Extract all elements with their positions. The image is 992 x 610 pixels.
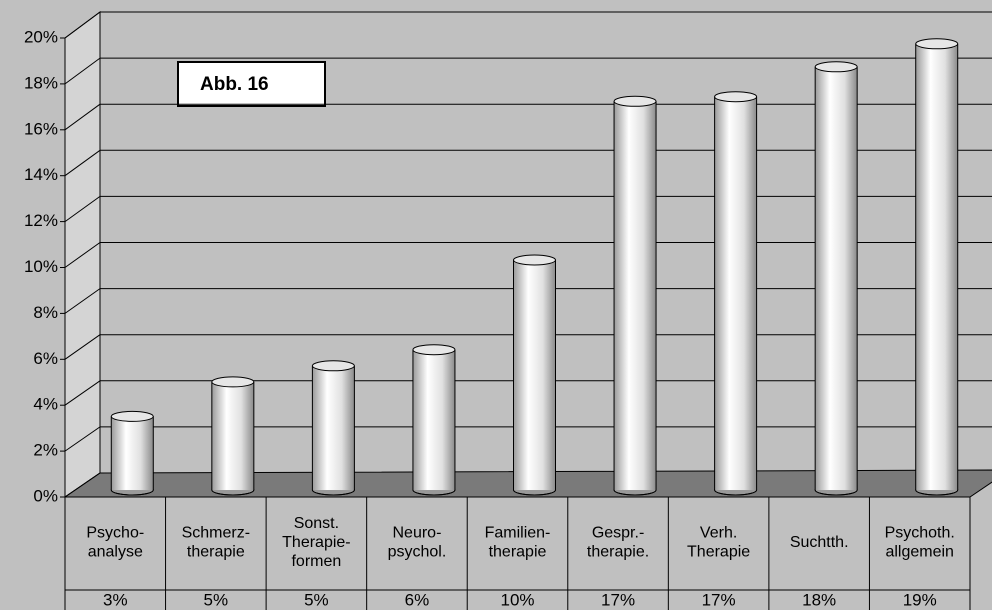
bar [815, 66, 858, 491]
bar-outline [110, 416, 154, 496]
bar-top [513, 254, 556, 266]
bar-outline [311, 365, 355, 496]
bar [211, 381, 254, 490]
bar-top [814, 61, 858, 73]
x-tick-label: psychol. [388, 544, 447, 561]
bar-top [412, 344, 456, 356]
bar [312, 365, 355, 490]
value-label: 10% [500, 590, 534, 609]
value-label: 19% [903, 590, 937, 609]
bar [614, 101, 657, 491]
value-label: 6% [405, 590, 430, 609]
bar-top [311, 360, 355, 372]
x-tick-label: Psycho- [86, 525, 144, 542]
y-tick-label: 12% [24, 211, 58, 230]
value-label: 17% [702, 590, 736, 609]
grid-line [64, 57, 101, 85]
value-label: 5% [204, 590, 229, 609]
x-tick-label: Verh. [700, 525, 737, 542]
y-tick-label: 20% [24, 27, 58, 46]
bar-top [915, 38, 959, 50]
x-tick-label: Sonst. [294, 515, 339, 532]
bar-top [714, 91, 758, 103]
y-tick-label: 10% [24, 257, 58, 276]
annotation-box [177, 61, 326, 107]
y-tick-label: 2% [33, 441, 58, 460]
grid-line [64, 426, 101, 452]
y-tick-label: 16% [24, 119, 58, 138]
bar-top [211, 376, 255, 388]
bar [915, 43, 958, 491]
bar-top [613, 95, 657, 107]
value-label: 3% [103, 590, 128, 609]
annotation: Abb. 16 [200, 74, 269, 95]
y-tick-label: 0% [33, 486, 58, 505]
x-tick-label: therapie [489, 544, 547, 561]
x-tick-label: Therapie- [282, 534, 350, 551]
x-tick-label: therapie. [587, 544, 649, 561]
bar-outline [412, 349, 456, 496]
grid-line [64, 11, 101, 39]
grid-line [64, 380, 101, 406]
x-tick-label: formen [291, 553, 341, 570]
bar [412, 349, 455, 490]
bar-outline [211, 381, 255, 496]
y-tick-label: 4% [33, 395, 58, 414]
bar [111, 416, 154, 490]
grid-line [64, 472, 101, 498]
x-tick-label: Familien- [485, 525, 551, 542]
x-tick-label: analyse [88, 544, 143, 561]
x-tick-label: therapie [187, 544, 245, 561]
grid-line [64, 103, 101, 131]
x-tick-label: allgemein [885, 544, 953, 561]
y-tick-label: 6% [33, 349, 58, 368]
y-tick-label: 14% [24, 165, 58, 184]
bar [513, 260, 556, 490]
grid-line [64, 149, 101, 177]
y-tick-label: 18% [24, 73, 58, 92]
bar-outline [513, 260, 556, 496]
value-label: 5% [304, 590, 329, 609]
bar-outline [613, 101, 657, 496]
y-tick-label: 8% [33, 303, 58, 322]
x-tick-label: Therapie [687, 544, 750, 561]
x-tick-label: Suchtth. [790, 534, 849, 551]
bar-outline [915, 43, 959, 496]
x-tick-label: Neuro- [392, 525, 441, 542]
grid-line [64, 334, 101, 360]
grid-line [64, 288, 101, 314]
bar-outline [814, 66, 858, 496]
x-tick-label: Schmerz- [182, 525, 250, 542]
value-label: 18% [802, 590, 836, 609]
value-label: 17% [601, 590, 635, 609]
x-tick-label: Psychoth. [885, 525, 955, 542]
bar [714, 96, 757, 490]
bar-top [110, 410, 154, 422]
bar-outline [714, 96, 758, 496]
grid-line [64, 242, 101, 268]
grid-line [64, 195, 101, 223]
x-tick-label: Gespr.- [592, 525, 644, 542]
